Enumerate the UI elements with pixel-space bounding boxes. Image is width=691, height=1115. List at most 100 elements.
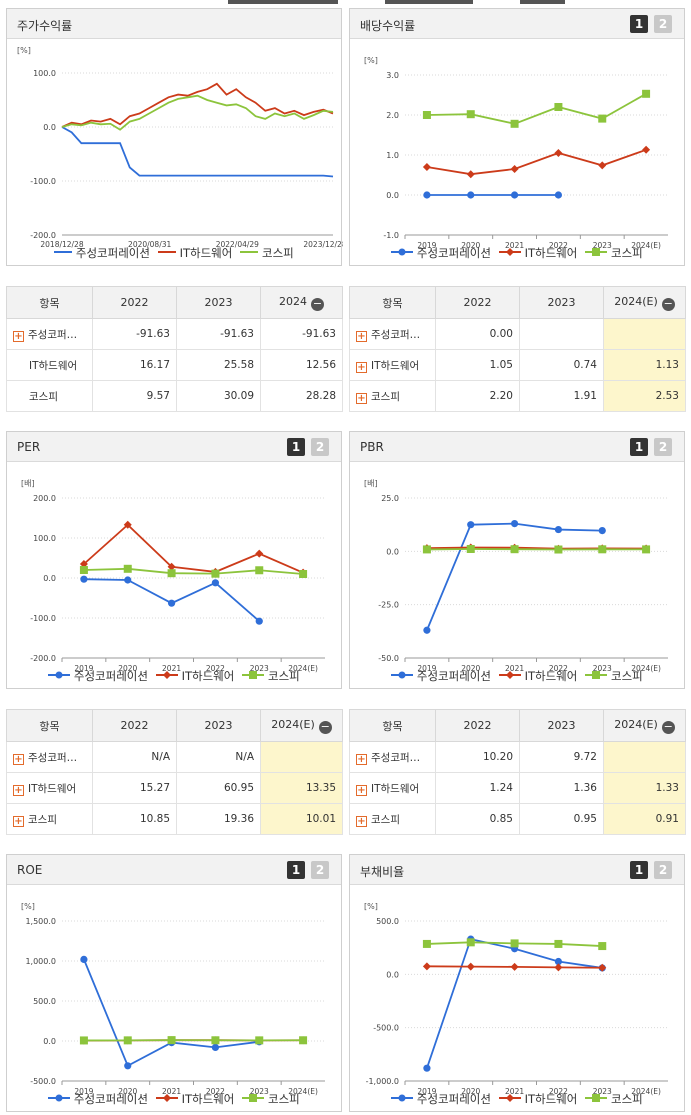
data-point[interactable] (598, 963, 607, 972)
data-point[interactable] (598, 114, 607, 123)
data-point[interactable] (466, 962, 475, 971)
data-point[interactable] (422, 545, 431, 554)
legend-item[interactable]: 주성코퍼레이션 (54, 245, 150, 261)
row-name[interactable]: + IT하드웨어 (6, 772, 93, 804)
data-point[interactable] (167, 1036, 176, 1045)
view-2-button[interactable]: 2 (654, 15, 672, 33)
row-name[interactable]: IT하드웨어 (6, 349, 93, 381)
data-point[interactable] (423, 1064, 431, 1072)
row-name[interactable]: + 주성코퍼… (349, 318, 436, 350)
data-point[interactable] (554, 963, 563, 972)
data-point[interactable] (467, 191, 475, 199)
data-point[interactable] (80, 575, 88, 583)
expand-icon[interactable]: + (356, 361, 367, 373)
view-1-button[interactable]: 1 (630, 438, 648, 456)
data-point[interactable] (423, 626, 431, 634)
data-point[interactable] (466, 544, 475, 553)
data-point[interactable] (167, 562, 176, 571)
data-point[interactable] (466, 170, 475, 179)
data-point[interactable] (423, 191, 431, 199)
data-point[interactable] (255, 566, 264, 575)
data-point[interactable] (554, 939, 563, 948)
data-point[interactable] (510, 545, 519, 554)
data-point[interactable] (510, 119, 519, 128)
legend-item[interactable]: 주성코퍼레이션 (48, 1091, 148, 1107)
legend-item[interactable]: 코스피 (242, 1091, 300, 1107)
data-point[interactable] (123, 520, 132, 529)
data-point[interactable] (422, 111, 431, 119)
data-point[interactable] (554, 103, 563, 111)
data-point[interactable] (123, 1036, 132, 1045)
row-name[interactable]: + 코스피 (6, 803, 93, 835)
expand-icon[interactable]: + (356, 815, 367, 827)
collapse-icon[interactable]: − (311, 296, 324, 311)
data-point[interactable] (79, 566, 88, 574)
data-point[interactable] (554, 191, 563, 199)
view-1-button[interactable]: 1 (630, 15, 648, 33)
data-point[interactable] (167, 599, 176, 607)
data-point[interactable] (466, 938, 475, 947)
legend-item[interactable]: 코스피 (585, 1091, 643, 1107)
data-point[interactable] (255, 617, 263, 625)
data-point[interactable] (598, 942, 607, 951)
row-name[interactable]: 코스피 (6, 380, 93, 412)
view-1-button[interactable]: 1 (630, 861, 648, 879)
row-name[interactable]: + 코스피 (349, 803, 436, 835)
data-point[interactable] (598, 161, 607, 170)
data-point[interactable] (255, 1036, 264, 1045)
legend-item[interactable]: 코스피 (242, 668, 300, 684)
data-point[interactable] (554, 525, 563, 534)
expand-icon[interactable]: + (13, 753, 24, 765)
data-point[interactable] (422, 163, 431, 171)
expand-icon[interactable]: + (356, 753, 367, 765)
legend-item[interactable]: 주성코퍼레이션 (391, 668, 491, 684)
row-name[interactable]: + 주성코퍼… (6, 318, 93, 350)
data-point[interactable] (554, 545, 563, 554)
data-point[interactable] (211, 1036, 220, 1045)
expand-icon[interactable]: + (356, 784, 367, 796)
legend-item[interactable]: IT하드웨어 (498, 245, 577, 261)
legend-item[interactable]: IT하드웨어 (155, 668, 234, 684)
expand-icon[interactable]: + (356, 392, 367, 404)
data-point[interactable] (642, 145, 651, 154)
data-point[interactable] (167, 569, 176, 578)
data-point[interactable] (123, 564, 132, 573)
row-name[interactable]: + IT하드웨어 (349, 772, 436, 804)
collapse-icon[interactable]: − (318, 719, 332, 734)
data-point[interactable] (510, 165, 519, 173)
view-2-button[interactable]: 2 (654, 861, 672, 879)
data-point[interactable] (510, 520, 519, 528)
data-point[interactable] (299, 569, 308, 578)
top-tab-2[interactable] (385, 0, 473, 4)
data-point[interactable] (299, 1036, 308, 1045)
view-1-button[interactable]: 1 (287, 861, 305, 879)
data-point[interactable] (598, 545, 607, 554)
legend-item[interactable]: IT하드웨어 (498, 1091, 577, 1107)
data-point[interactable] (211, 1043, 220, 1051)
collapse-icon[interactable]: − (661, 296, 675, 311)
view-1-button[interactable]: 1 (287, 438, 305, 456)
data-point[interactable] (642, 89, 651, 98)
data-point[interactable] (510, 962, 519, 971)
expand-icon[interactable]: + (356, 330, 367, 342)
view-2-button[interactable]: 2 (654, 438, 672, 456)
data-point[interactable] (598, 526, 606, 535)
data-point[interactable] (255, 549, 264, 558)
data-point[interactable] (466, 110, 475, 119)
collapse-icon[interactable]: − (661, 719, 675, 734)
view-2-button[interactable]: 2 (311, 438, 329, 456)
legend-item[interactable]: 코스피 (585, 668, 643, 684)
data-point[interactable] (124, 576, 132, 584)
top-tab-1[interactable] (228, 0, 338, 4)
legend-item[interactable]: IT하드웨어 (498, 668, 577, 684)
expand-icon[interactable]: + (13, 330, 24, 342)
row-name[interactable]: + IT하드웨어 (349, 349, 436, 381)
data-point[interactable] (554, 149, 563, 157)
expand-icon[interactable]: + (13, 784, 24, 796)
top-tab-3[interactable] (520, 0, 565, 4)
legend-item[interactable]: 주성코퍼레이션 (48, 668, 148, 684)
legend-item[interactable]: 코스피 (240, 245, 294, 261)
data-point[interactable] (510, 939, 519, 948)
data-point[interactable] (554, 957, 563, 966)
data-point[interactable] (124, 1062, 132, 1070)
